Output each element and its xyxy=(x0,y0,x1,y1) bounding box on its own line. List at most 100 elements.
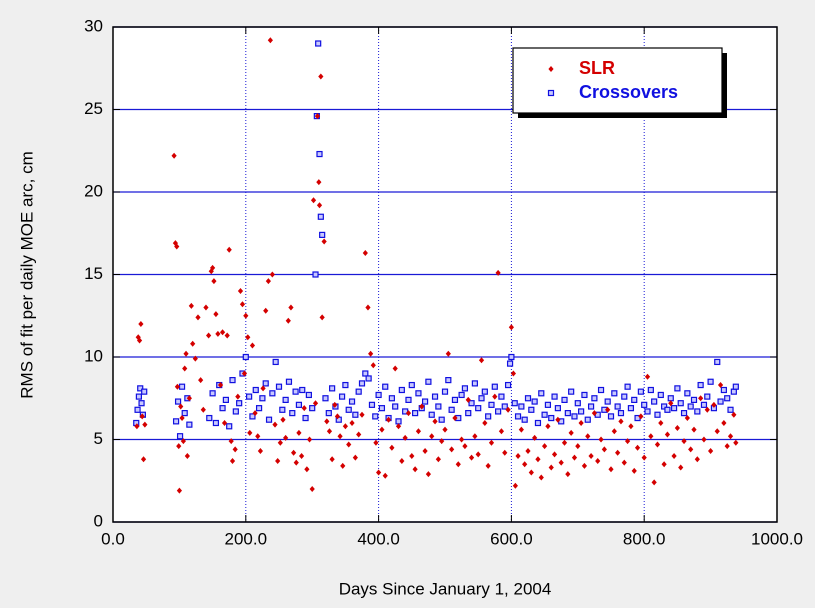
slr-point xyxy=(442,426,448,433)
crossover-point xyxy=(348,398,356,405)
slr-point xyxy=(581,462,588,469)
slr-point xyxy=(522,461,528,468)
crossover-point xyxy=(551,393,558,400)
crossover-point xyxy=(382,383,389,390)
y-tick-label: 10 xyxy=(84,346,103,365)
crossover-point xyxy=(478,395,485,402)
crossover-point xyxy=(554,405,561,412)
crossover-point xyxy=(561,396,568,403)
slr-point xyxy=(482,420,488,426)
slr-point xyxy=(698,395,704,402)
slr-point xyxy=(621,459,627,466)
y-axis-label: RMS of fit per daily MOE arc, cm xyxy=(17,151,36,399)
crossover-point xyxy=(644,408,651,415)
slr-point xyxy=(174,243,180,250)
slr-point xyxy=(558,459,564,466)
slr-point xyxy=(136,337,143,344)
slr-point xyxy=(198,377,204,384)
slr-point xyxy=(275,457,281,464)
slr-point xyxy=(415,428,422,435)
crossover-point xyxy=(312,271,319,278)
crossover-point xyxy=(246,393,253,400)
crossover-point xyxy=(732,383,739,390)
slr-point xyxy=(518,426,524,433)
crossover-point xyxy=(614,403,621,410)
slr-point xyxy=(704,406,710,413)
slr-point xyxy=(701,436,707,443)
crossover-point xyxy=(279,406,286,413)
crossover-point xyxy=(468,400,475,407)
slr-point xyxy=(510,370,516,377)
slr-point xyxy=(312,400,319,407)
slr-point xyxy=(688,446,694,453)
crossover-point xyxy=(178,383,186,390)
slr-point xyxy=(485,462,491,469)
crossover-point xyxy=(325,410,332,417)
crossover-point xyxy=(568,388,575,395)
crossover-point xyxy=(372,413,379,420)
crossover-point xyxy=(275,383,283,390)
slr-point xyxy=(445,350,451,357)
slr-point xyxy=(183,350,189,357)
crossover-point xyxy=(242,353,249,361)
crossover-point xyxy=(680,410,688,417)
slr-point xyxy=(365,304,371,311)
slr-point xyxy=(435,456,441,463)
slr-point xyxy=(475,451,481,458)
slr-point xyxy=(267,37,273,44)
slr-point xyxy=(200,406,206,413)
slr-point xyxy=(671,453,677,459)
slr-point xyxy=(668,400,674,407)
slr-point xyxy=(571,454,578,461)
slr-point xyxy=(405,410,412,417)
crossover-point xyxy=(226,423,233,430)
crossover-point xyxy=(564,410,571,417)
slr-point xyxy=(213,311,219,318)
slr-point xyxy=(512,482,518,489)
slr-point xyxy=(548,464,554,471)
slr-point xyxy=(232,446,238,453)
slr-point xyxy=(502,449,508,456)
slr-point xyxy=(611,428,617,435)
slr-point xyxy=(174,383,181,390)
slr-point xyxy=(575,443,581,450)
crossover-point xyxy=(378,405,386,412)
slr-point xyxy=(190,340,196,347)
slr-point xyxy=(176,443,182,450)
x-tick-label: 200.0 xyxy=(225,529,268,548)
crossover-point xyxy=(637,388,644,395)
crossover-point xyxy=(488,401,495,408)
crossover-point xyxy=(329,385,336,392)
slr-point xyxy=(235,393,241,400)
crossover-point xyxy=(578,408,585,415)
crossover-point xyxy=(265,416,273,423)
slr-point xyxy=(615,449,621,456)
slr-point xyxy=(293,459,299,466)
slr-point xyxy=(618,418,624,425)
crossover-point xyxy=(445,377,452,384)
slr-point xyxy=(337,433,343,440)
crossover-point xyxy=(285,378,293,385)
slr-point xyxy=(269,271,275,278)
slr-point xyxy=(595,457,601,464)
slr-point xyxy=(283,434,289,441)
slr-point xyxy=(255,433,261,440)
slr-point xyxy=(631,467,637,474)
crossover-point xyxy=(461,385,469,392)
slr-point xyxy=(318,73,324,80)
crossover-point xyxy=(674,385,681,392)
legend-marker xyxy=(547,89,555,97)
crossover-point xyxy=(534,419,542,427)
slr-point xyxy=(578,420,584,426)
crossover-point xyxy=(282,396,289,403)
slr-point xyxy=(385,416,392,423)
crossover-point xyxy=(587,403,595,410)
crossover-point xyxy=(448,406,455,413)
y-tick-label: 5 xyxy=(94,429,103,448)
crossover-point xyxy=(661,403,668,410)
crossover-point xyxy=(687,403,694,410)
crossover-point xyxy=(232,408,239,415)
crossover-point xyxy=(316,150,323,158)
crossover-point xyxy=(299,386,306,394)
crossover-point xyxy=(292,388,299,395)
